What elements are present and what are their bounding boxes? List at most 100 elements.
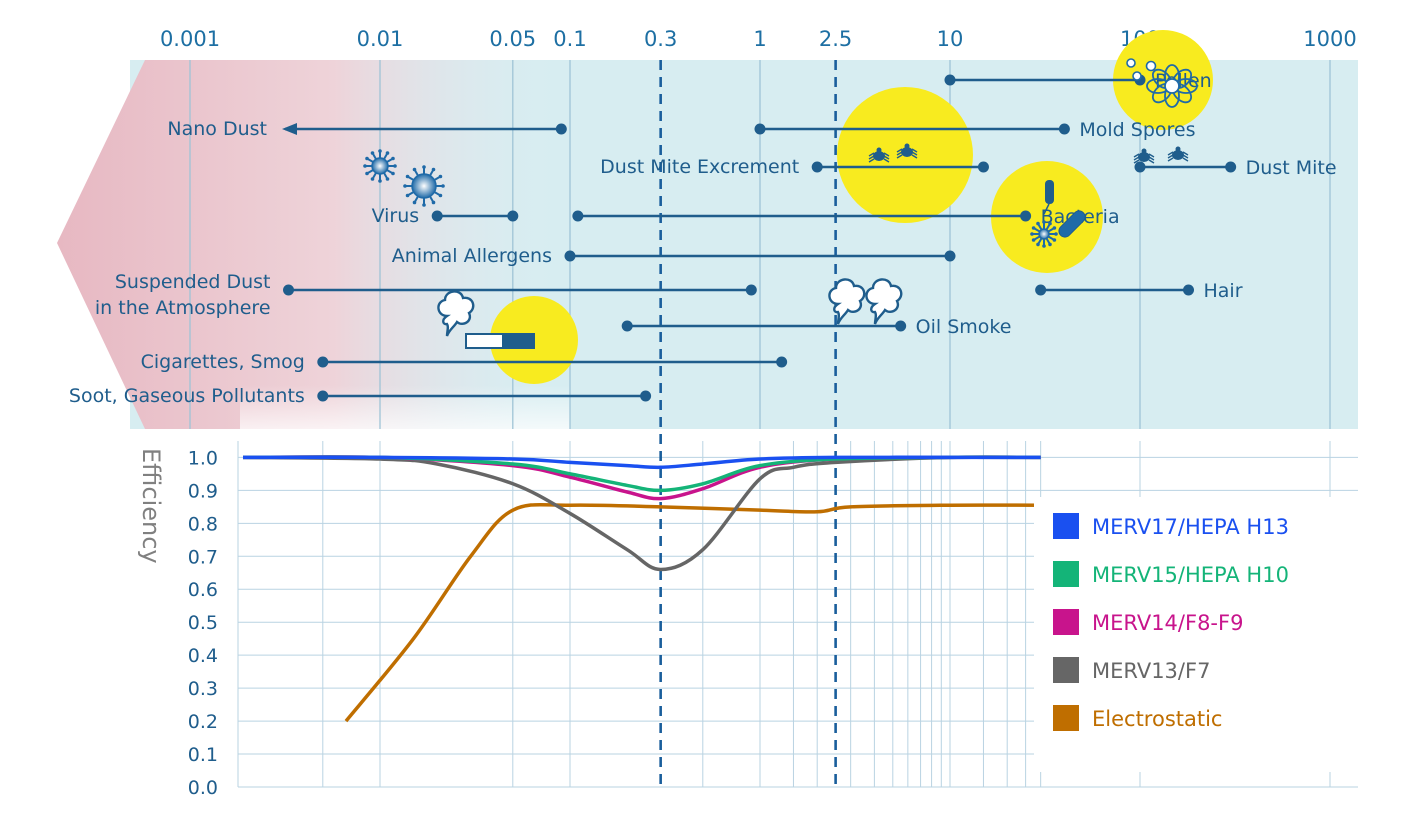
virus-body: [1038, 228, 1050, 240]
virus-tip: [1048, 242, 1052, 247]
efficiency-tick-label: 0.2: [188, 711, 218, 733]
legend-swatch: [1053, 561, 1079, 587]
series-line: [242, 455, 1041, 572]
range-label: Dust Mite Excrement: [600, 156, 799, 178]
virus-tip: [370, 177, 375, 181]
mite-leg: [911, 151, 918, 156]
virus-tip: [370, 151, 375, 155]
mite-leg: [896, 151, 903, 156]
cigarette-icon: [437, 290, 535, 349]
virus-tip: [391, 156, 395, 161]
range-label: Dust Mite: [1246, 157, 1337, 179]
virus-tip: [363, 164, 367, 168]
range-label: Oil Smoke: [916, 316, 1012, 338]
mite-leg: [1133, 153, 1140, 158]
pollen-center: [1164, 78, 1180, 94]
virus-spike: [1033, 235, 1041, 241]
size-tick-label: 1000: [1303, 27, 1356, 51]
range-dot: [621, 320, 633, 332]
mite-body: [873, 151, 885, 161]
particle-range: Bacteria: [572, 206, 1120, 228]
virus-tip: [405, 193, 410, 198]
series-line: [242, 455, 1041, 470]
legend-label: MERV13/F7: [1092, 659, 1210, 683]
yellow-highlights: [490, 30, 1213, 384]
particle-icons: [363, 58, 1198, 349]
range-dot: [283, 284, 295, 296]
smoke-puff: [437, 290, 475, 337]
virus-spike: [1033, 227, 1041, 233]
mite-body: [1172, 150, 1184, 160]
virus-tip: [1036, 242, 1040, 247]
range-dot: [1225, 161, 1237, 173]
virus-tip: [1030, 232, 1034, 236]
range-label: Virus: [372, 205, 420, 227]
size-tick-label: 0.1: [553, 27, 586, 51]
virus-tip: [1036, 221, 1040, 226]
size-tick-label: 2.5: [819, 27, 852, 51]
mite-head: [904, 143, 910, 149]
legend-label: Electrostatic: [1092, 707, 1222, 731]
series-line: [344, 502, 1041, 723]
range-label: Soot, Gaseous Pollutants: [69, 385, 305, 407]
virus-spike: [433, 191, 441, 196]
particle-range: Animal Allergens: [392, 245, 956, 267]
range-label: Animal Allergens: [392, 245, 552, 267]
range-dot: [1035, 284, 1047, 296]
mite-leg: [911, 148, 918, 153]
mite-head: [876, 147, 882, 153]
efficiency-tick-label: 0.6: [188, 579, 218, 601]
range-dot: [1058, 123, 1070, 135]
bacteria-capsule: [1058, 210, 1086, 238]
mite-leg: [1148, 156, 1155, 161]
virus-spike: [1037, 237, 1043, 245]
legend: MERV17/HEPA H13 MERV15/HEPA H10 MERV14/F8-…: [1034, 497, 1358, 772]
range-label-line2: in the Atmosphere: [95, 297, 271, 319]
mite-body: [901, 147, 913, 157]
virus-spike: [1045, 223, 1051, 231]
range-dot: [895, 320, 907, 332]
range-dot: [1134, 161, 1146, 173]
particle-range: Nano Dust: [167, 118, 567, 140]
mite-leg: [1148, 159, 1155, 164]
arrow-head: [282, 123, 297, 135]
efficiency-tick-label: 0.1: [188, 744, 218, 766]
legend-swatch: [1053, 705, 1079, 731]
mite-leg: [883, 155, 890, 160]
y-axis-label: Efficiency: [137, 448, 165, 564]
virus-spike: [386, 158, 393, 163]
virus-spike: [1045, 237, 1051, 245]
virus-spike: [1037, 223, 1043, 231]
virus-tip: [405, 174, 410, 179]
efficiency-axis-ticks: 0.0 0.1 0.2 0.3 0.4 0.5 0.6 0.7 0.8 0.9 1.0: [188, 447, 218, 799]
virus-tip: [441, 184, 445, 188]
virus-spike: [367, 169, 374, 174]
size-tick-label: 1: [753, 27, 766, 51]
range-dot: [572, 210, 584, 222]
virus-tip: [1048, 221, 1052, 226]
efficiency-curves: [242, 455, 1041, 723]
particle-range: Cigarettes, Smog: [141, 351, 788, 373]
legend-label: MERV17/HEPA H13: [1092, 515, 1289, 539]
bacteria-rod: [1045, 180, 1054, 204]
range-dot: [977, 161, 989, 173]
virus-tip: [378, 149, 382, 153]
range-dot: [944, 250, 956, 262]
range-dot: [317, 390, 329, 402]
virus-spike: [433, 176, 441, 181]
fade-band: [240, 385, 570, 440]
mite-icon: [868, 143, 918, 163]
range-dot: [317, 356, 329, 368]
legend-swatch: [1053, 609, 1079, 635]
virus-tip: [438, 174, 443, 179]
range-dot: [507, 210, 519, 222]
size-tick-label: 0.01: [357, 27, 404, 51]
virus-body: [411, 173, 437, 199]
efficiency-tick-label: 0.9: [188, 480, 218, 502]
particle-range: Soot, Gaseous Pollutants: [69, 385, 652, 407]
virus-spike: [1047, 235, 1055, 241]
mite-leg: [1133, 156, 1140, 161]
virus-tip: [1042, 244, 1046, 248]
pollen-grain: [1126, 58, 1136, 68]
